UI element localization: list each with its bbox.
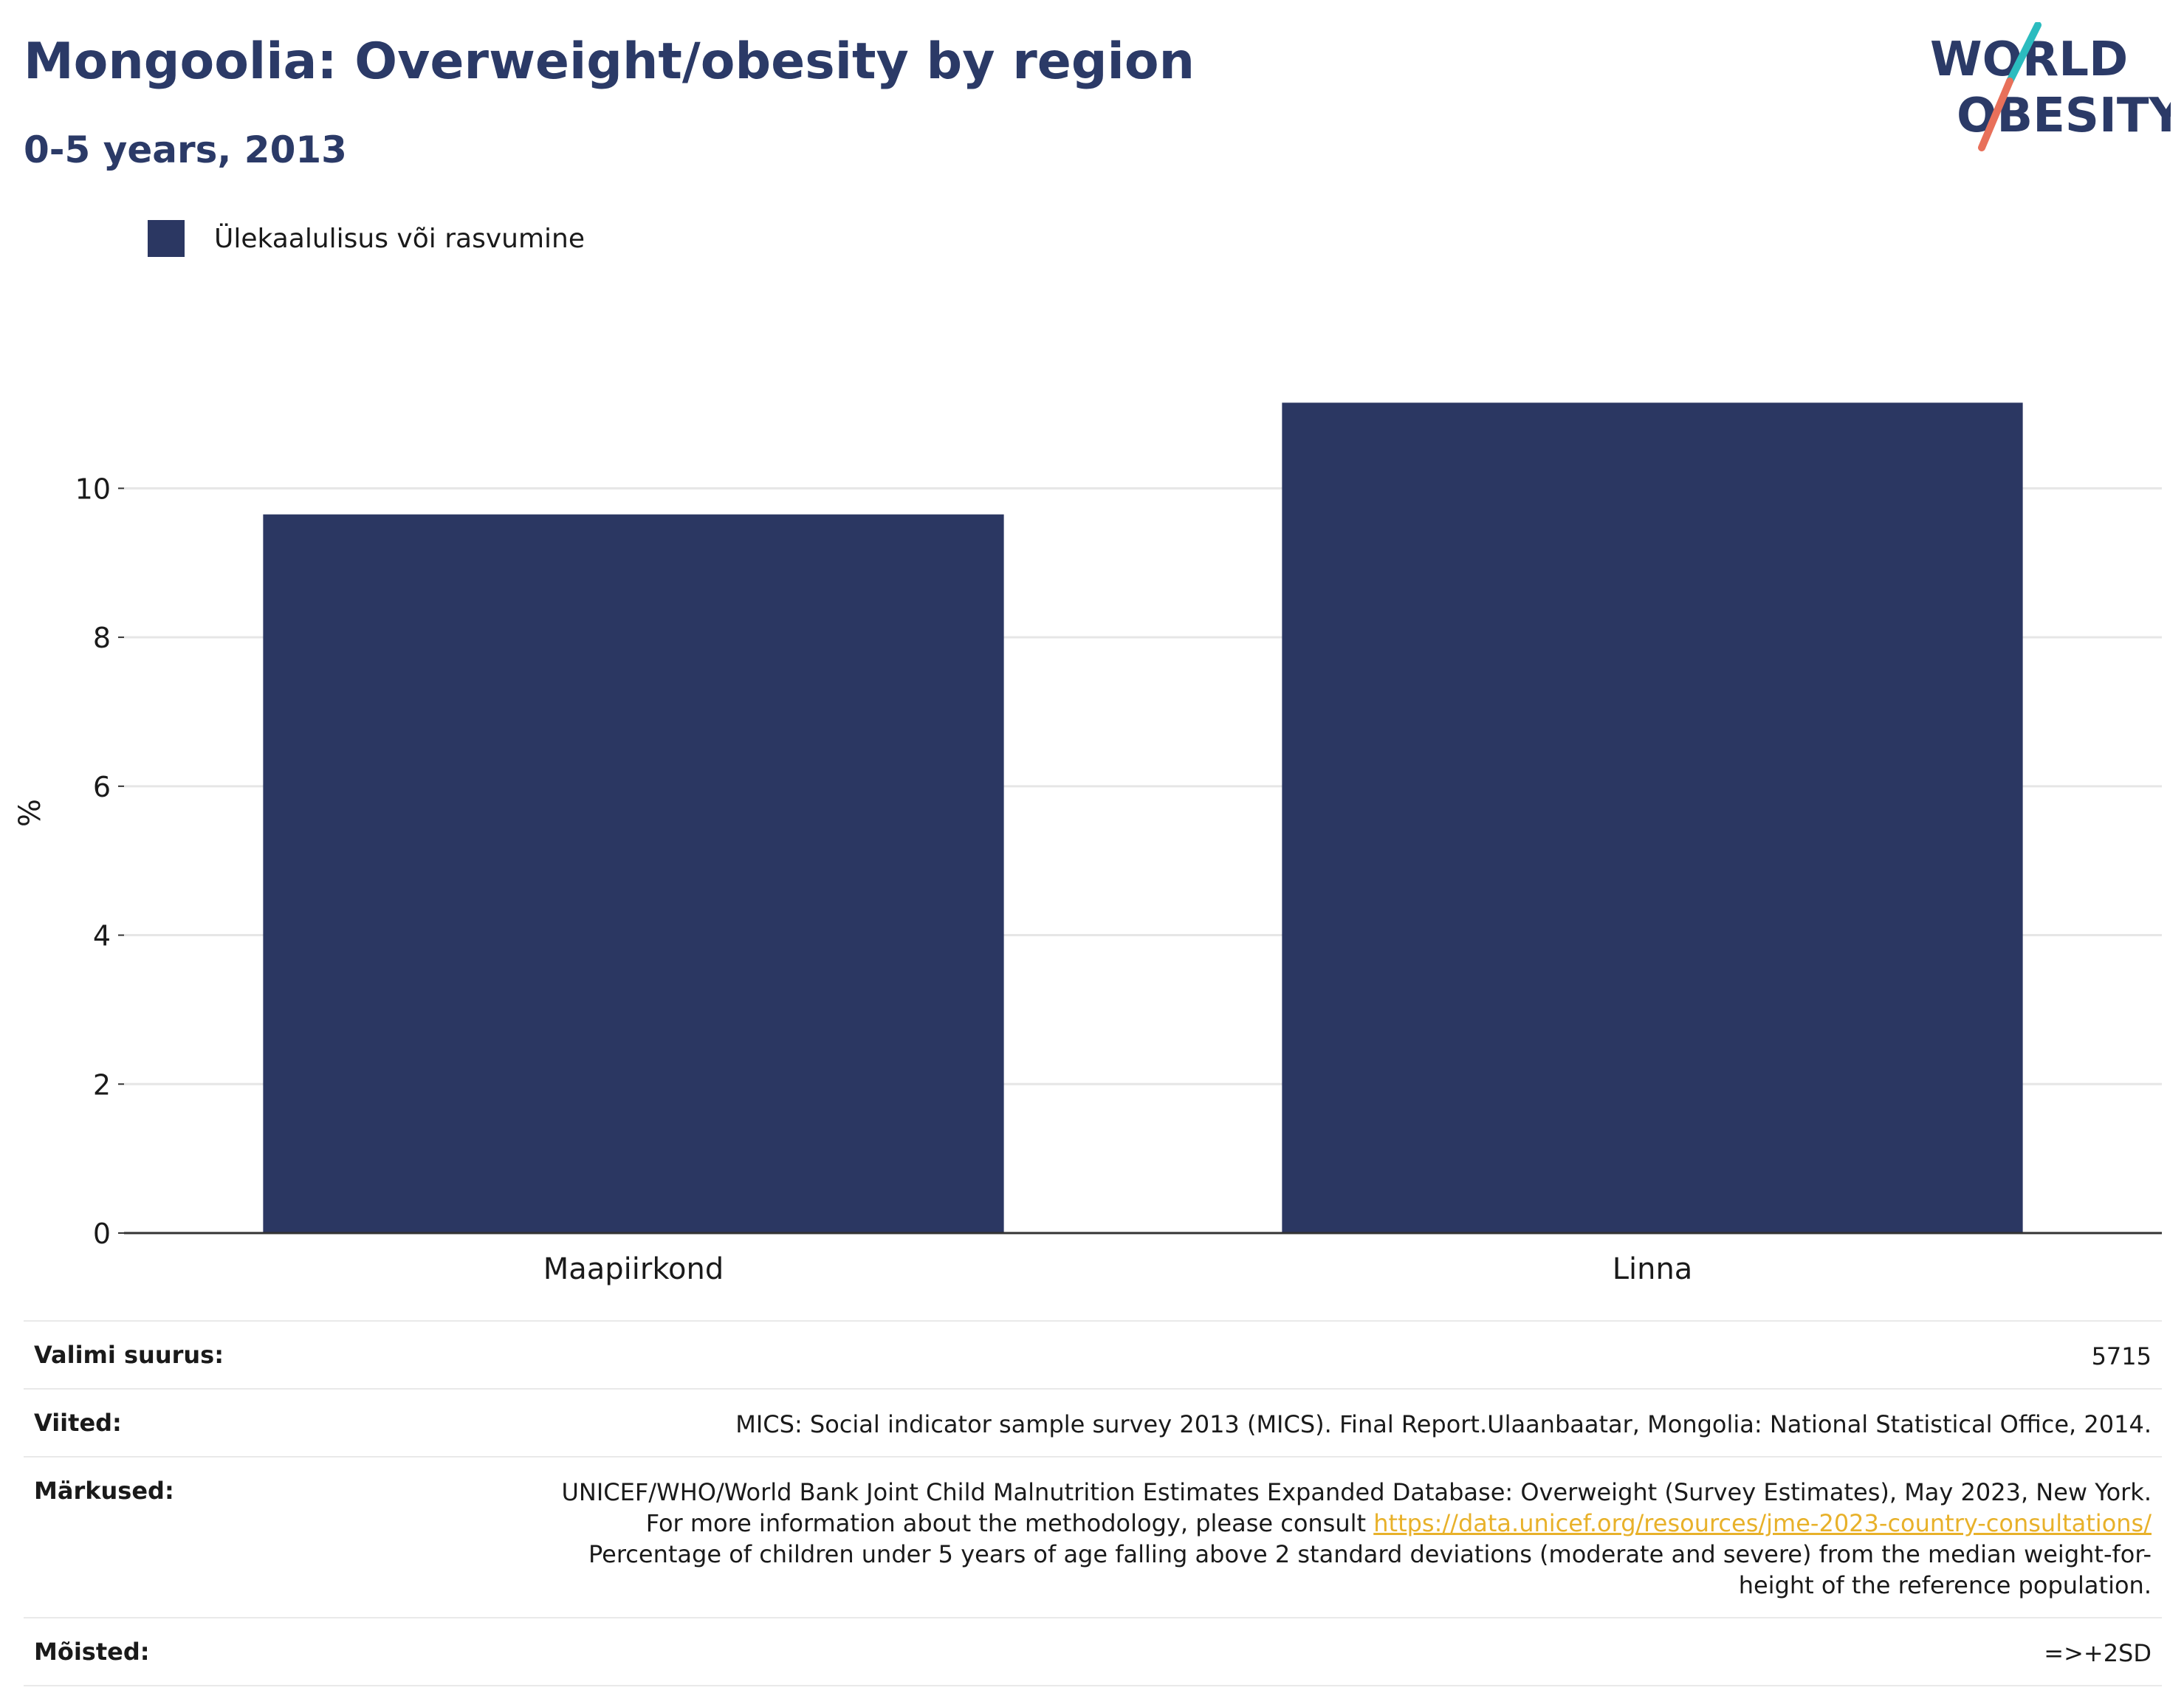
bar-linna: [1282, 402, 2023, 1233]
notes-value: UNICEF/WHO/World Bank Joint Child Malnut…: [527, 1477, 2152, 1601]
info-row-definitions: Mõisted: =>+2SD: [24, 1617, 2162, 1686]
notes-link[interactable]: https://data.unicef.org/resources/jme-20…: [1373, 1509, 2152, 1537]
y-tick-label: 6: [93, 771, 111, 803]
references-value: MICS: Social indicator sample survey 201…: [735, 1410, 2152, 1438]
sample-size-value: 5715: [2091, 1342, 2152, 1370]
x-tick-label: Linna: [1613, 1252, 1693, 1286]
legend-label: Ülekaalulisus või rasvumine: [214, 223, 585, 254]
definitions-label: Mõisted:: [34, 1638, 150, 1666]
info-table: Valimi suurus: 5715 Viited: MICS: Social…: [24, 1320, 2162, 1686]
chart-title: Mongoolia: Overweight/obesity by region: [24, 32, 1195, 91]
info-row-sample-size: Valimi suurus: 5715: [24, 1320, 2162, 1388]
chart-subtitle: 0-5 years, 2013: [24, 128, 347, 171]
notes-text-2: Percentage of children under 5 years of …: [588, 1540, 2152, 1599]
y-tick-label: 0: [93, 1218, 111, 1250]
y-tick-label: 8: [93, 622, 111, 654]
notes-text-1: UNICEF/WHO/World Bank Joint Child Malnut…: [561, 1478, 2152, 1537]
y-tick-label: 4: [93, 920, 111, 952]
logo-teal-stroke: [2006, 22, 2042, 85]
info-row-references: Viited: MICS: Social indicator sample su…: [24, 1388, 2162, 1456]
bar-chart: 0 2 4 6 8 10 Maapiirkond Linna: [75, 402, 2162, 1286]
y-tick-label: 2: [93, 1068, 111, 1101]
bar-maapiirkond: [263, 514, 1004, 1233]
definitions-value: =>+2SD: [2044, 1639, 2152, 1667]
legend: Ülekaalulisus või rasvumine: [148, 220, 585, 257]
sample-size-label: Valimi suurus:: [34, 1341, 224, 1369]
info-row-notes: Märkused: UNICEF/WHO/World Bank Joint Ch…: [24, 1456, 2162, 1617]
legend-swatch: [148, 220, 185, 257]
x-tick-label: Maapiirkond: [543, 1252, 724, 1286]
references-label: Viited:: [34, 1409, 122, 1437]
logo-coral-stroke: [1978, 78, 2013, 151]
notes-label: Märkused:: [34, 1477, 174, 1505]
y-tick-label: 10: [75, 473, 111, 505]
world-obesity-logo: WORLD OBESITY: [1930, 22, 2171, 151]
